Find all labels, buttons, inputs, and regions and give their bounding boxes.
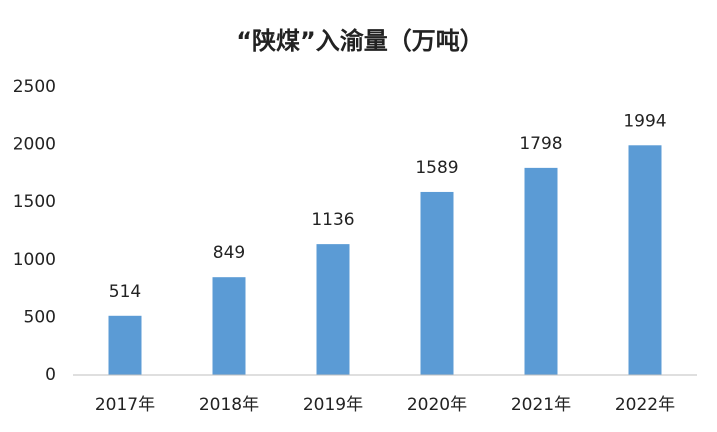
data-label: 849 (213, 243, 245, 263)
x-tick-label: 2020年 (407, 395, 467, 415)
y-tick-label: 500 (24, 307, 56, 327)
bar (420, 191, 454, 375)
x-tick-label: 2021年 (511, 395, 571, 415)
y-tick-label: 2000 (13, 135, 56, 155)
bar (524, 167, 558, 375)
y-tick-label: 2500 (13, 77, 56, 97)
x-tick-label: 2019年 (303, 395, 363, 415)
y-tick-label: 0 (45, 365, 56, 385)
x-tick-label: 2018年 (199, 395, 259, 415)
bar (628, 145, 662, 375)
x-tick-label: 2017年 (95, 395, 155, 415)
bar (108, 315, 142, 375)
bar (316, 244, 350, 375)
x-tick-label: 2022年 (615, 395, 675, 415)
data-label: 1994 (623, 111, 666, 131)
data-label: 1798 (519, 134, 562, 154)
y-tick-label: 1500 (13, 192, 56, 212)
data-label: 1136 (311, 210, 354, 230)
y-tick-label: 1000 (13, 250, 56, 270)
bar (212, 277, 246, 375)
data-label: 1589 (415, 158, 458, 178)
chart-title: “陕煤”入渝量（万吨） (236, 27, 484, 55)
data-label: 514 (109, 282, 141, 302)
